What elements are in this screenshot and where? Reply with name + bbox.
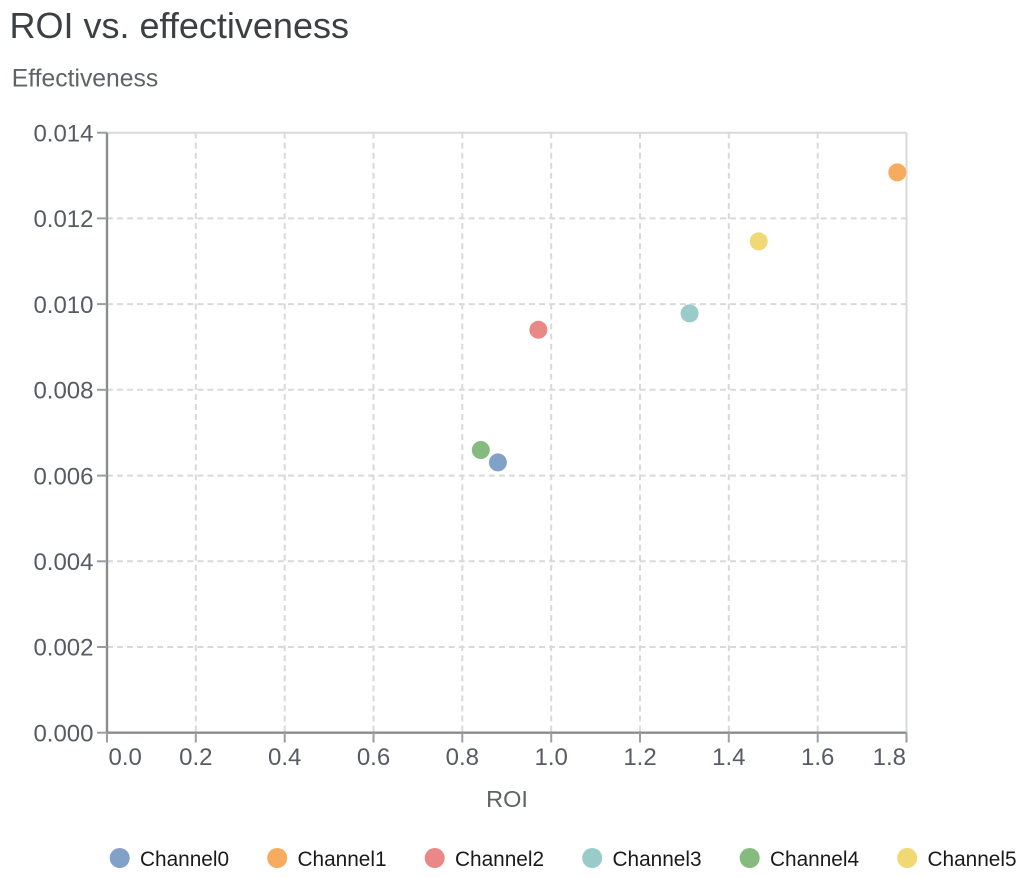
svg-text:0.6: 0.6 bbox=[357, 744, 390, 771]
svg-text:0.002: 0.002 bbox=[33, 635, 93, 662]
svg-text:0.2: 0.2 bbox=[179, 744, 212, 771]
svg-text:0.006: 0.006 bbox=[33, 463, 93, 490]
svg-text:0.000: 0.000 bbox=[33, 720, 93, 747]
svg-text:0.014: 0.014 bbox=[33, 120, 93, 147]
svg-text:0.8: 0.8 bbox=[446, 744, 479, 771]
svg-text:0.4: 0.4 bbox=[268, 744, 301, 771]
svg-text:Channel0: Channel0 bbox=[140, 848, 229, 871]
svg-text:ROI vs. effectiveness: ROI vs. effectiveness bbox=[10, 5, 349, 46]
svg-text:0.010: 0.010 bbox=[33, 292, 93, 319]
svg-text:1.6: 1.6 bbox=[801, 744, 834, 771]
svg-text:1.2: 1.2 bbox=[623, 744, 656, 771]
svg-text:1.8: 1.8 bbox=[873, 744, 906, 771]
svg-text:1.4: 1.4 bbox=[712, 744, 745, 771]
svg-text:Channel2: Channel2 bbox=[455, 848, 544, 871]
svg-text:Channel4: Channel4 bbox=[770, 848, 859, 871]
svg-text:Effectiveness: Effectiveness bbox=[12, 66, 158, 93]
svg-text:Channel1: Channel1 bbox=[298, 848, 387, 871]
svg-text:Channel5: Channel5 bbox=[928, 848, 1017, 871]
svg-text:0.0: 0.0 bbox=[109, 744, 142, 771]
svg-text:0.008: 0.008 bbox=[33, 378, 93, 405]
svg-text:ROI: ROI bbox=[486, 786, 528, 812]
svg-text:0.004: 0.004 bbox=[33, 549, 93, 576]
svg-text:Channel3: Channel3 bbox=[613, 848, 702, 871]
svg-text:0.012: 0.012 bbox=[33, 206, 93, 233]
svg-text:1.0: 1.0 bbox=[535, 744, 568, 771]
